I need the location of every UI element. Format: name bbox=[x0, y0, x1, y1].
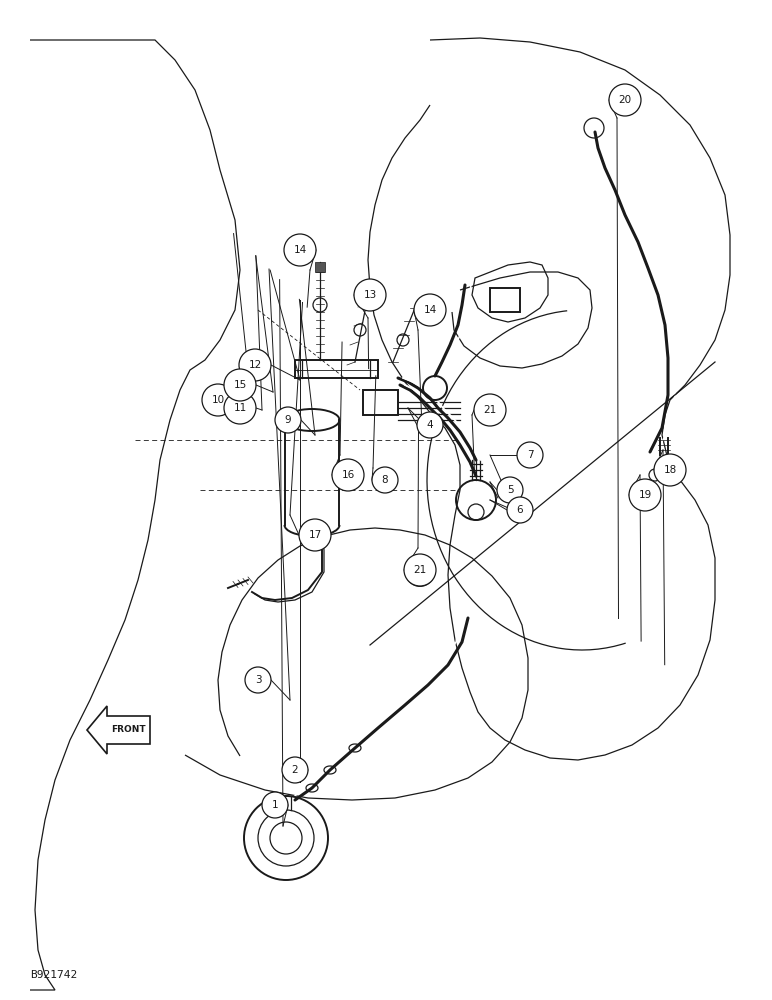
Text: 6: 6 bbox=[516, 505, 523, 515]
Polygon shape bbox=[315, 262, 325, 272]
Text: 15: 15 bbox=[233, 380, 246, 390]
Text: 14: 14 bbox=[423, 305, 437, 315]
Circle shape bbox=[202, 384, 234, 416]
Circle shape bbox=[507, 497, 533, 523]
Circle shape bbox=[284, 234, 316, 266]
Circle shape bbox=[404, 554, 436, 586]
Text: 16: 16 bbox=[341, 470, 354, 480]
Text: 9: 9 bbox=[285, 415, 291, 425]
Text: 5: 5 bbox=[506, 485, 513, 495]
Circle shape bbox=[414, 294, 446, 326]
Circle shape bbox=[245, 667, 271, 693]
Text: 7: 7 bbox=[527, 450, 533, 460]
Circle shape bbox=[372, 467, 398, 493]
Circle shape bbox=[654, 454, 686, 486]
Circle shape bbox=[299, 519, 331, 551]
Circle shape bbox=[282, 757, 308, 783]
Text: 20: 20 bbox=[618, 95, 631, 105]
Circle shape bbox=[224, 369, 256, 401]
Circle shape bbox=[224, 392, 256, 424]
Text: 11: 11 bbox=[233, 403, 246, 413]
Text: 14: 14 bbox=[293, 245, 306, 255]
Circle shape bbox=[417, 412, 443, 438]
Circle shape bbox=[275, 407, 301, 433]
Text: 21: 21 bbox=[413, 565, 427, 575]
Circle shape bbox=[629, 479, 661, 511]
Text: 18: 18 bbox=[663, 465, 676, 475]
Circle shape bbox=[609, 84, 641, 116]
Circle shape bbox=[474, 394, 506, 426]
Circle shape bbox=[517, 442, 543, 468]
Text: 8: 8 bbox=[381, 475, 388, 485]
Text: 19: 19 bbox=[638, 490, 652, 500]
Circle shape bbox=[497, 477, 523, 503]
Text: B921742: B921742 bbox=[30, 970, 77, 980]
Text: 4: 4 bbox=[427, 420, 433, 430]
Text: 2: 2 bbox=[292, 765, 298, 775]
Text: 1: 1 bbox=[272, 800, 279, 810]
Circle shape bbox=[239, 349, 271, 381]
Text: 13: 13 bbox=[364, 290, 377, 300]
Text: 17: 17 bbox=[308, 530, 322, 540]
Text: 12: 12 bbox=[249, 360, 262, 370]
Text: FRONT: FRONT bbox=[110, 726, 145, 734]
Text: 10: 10 bbox=[212, 395, 225, 405]
Text: 3: 3 bbox=[255, 675, 261, 685]
Circle shape bbox=[332, 459, 364, 491]
Text: 21: 21 bbox=[483, 405, 496, 415]
Circle shape bbox=[262, 792, 288, 818]
Circle shape bbox=[354, 279, 386, 311]
